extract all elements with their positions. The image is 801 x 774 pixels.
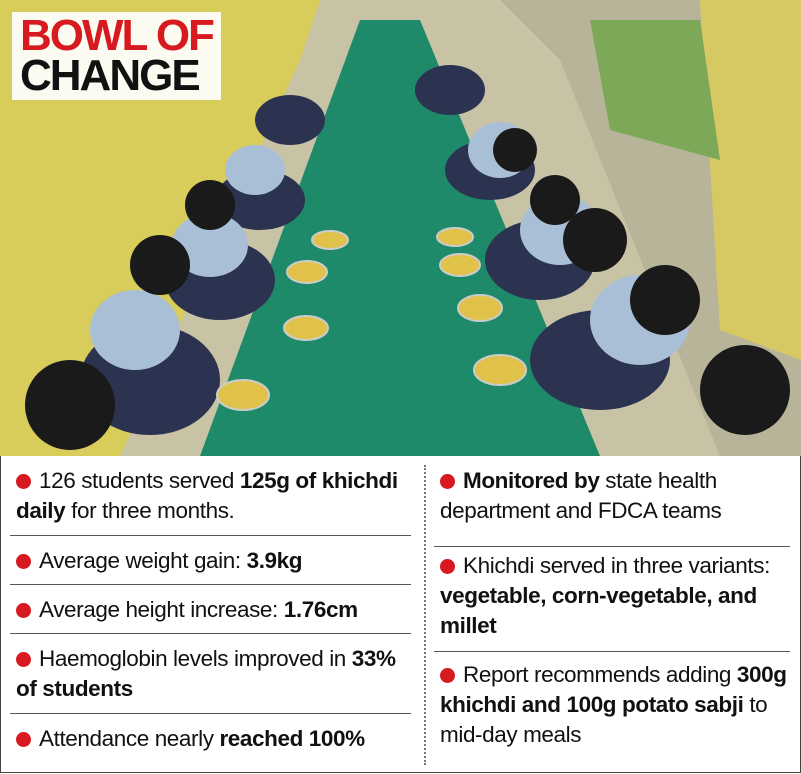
text: Attendance nearly <box>39 726 220 751</box>
bullet <box>16 732 31 747</box>
text: for three months. <box>65 498 235 523</box>
fact-item: Khichdi served in three variants: vegeta… <box>440 551 790 641</box>
fact-item: Report recommends adding 300g khichdi an… <box>440 660 790 750</box>
title-line: BOWL OF <box>20 11 215 60</box>
bold-text: vegetable, corn-vegetable, and millet <box>440 583 757 638</box>
separator <box>10 713 411 714</box>
separator <box>434 546 790 547</box>
bullet <box>440 559 455 574</box>
bold-text: 125g of khichdi daily <box>16 468 398 523</box>
text: Average weight gain: <box>39 548 247 573</box>
text: to mid-day meals <box>440 692 768 747</box>
bullet <box>16 554 31 569</box>
bold-text: reached 100% <box>219 726 365 751</box>
fact-item: Monitored by state health department and… <box>440 466 790 526</box>
bold-text: 1.76cm <box>283 597 358 622</box>
bullet <box>16 652 31 667</box>
fact-item: Average weight gain: 3.9kg <box>16 546 411 576</box>
text: 126 students served <box>39 468 240 493</box>
fact-item: Average height increase: 1.76cm <box>16 595 411 625</box>
photo <box>0 0 801 456</box>
text: Haemoglobin levels improved in <box>39 646 352 671</box>
fact-item: Attendance nearly reached 100% <box>16 724 411 754</box>
fact-item: Haemoglobin levels improved in 33% of st… <box>16 644 411 704</box>
title-line: CHANGE <box>20 51 201 100</box>
bullet <box>16 474 31 489</box>
bold-text: 300g khichdi and 100g potato sabji <box>440 662 787 717</box>
bold-text: 33% of students <box>16 646 396 701</box>
text: Report recommends adding <box>463 662 737 687</box>
separator <box>10 535 411 536</box>
fact-item: 126 students served 125g of khichdi dail… <box>16 466 411 526</box>
bullet <box>16 603 31 618</box>
bold-text: Monitored by <box>463 468 600 493</box>
bullet <box>440 668 455 683</box>
column-divider <box>424 465 426 765</box>
separator <box>434 651 790 652</box>
separator <box>10 584 411 585</box>
bold-text: 3.9kg <box>246 548 303 573</box>
text: Khichdi served in three variants: <box>463 553 770 578</box>
separator <box>10 633 411 634</box>
text: Average height increase: <box>39 597 284 622</box>
text: state health department and FDCA teams <box>440 468 722 523</box>
title-box: BOWL OF CHANGE <box>12 12 221 100</box>
bullet <box>440 474 455 489</box>
